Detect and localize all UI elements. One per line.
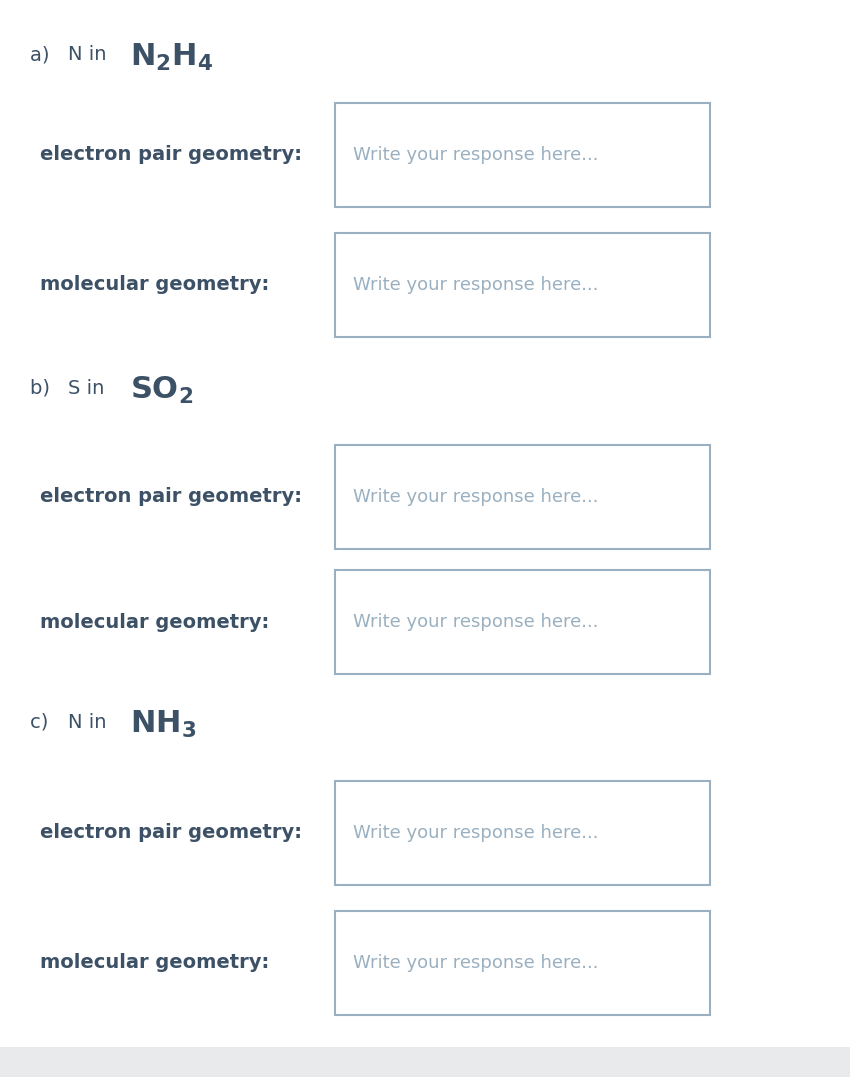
Text: Write your response here...: Write your response here... [353, 146, 598, 164]
Text: electron pair geometry:: electron pair geometry: [40, 488, 302, 506]
Text: Write your response here...: Write your response here... [353, 613, 598, 631]
Text: c): c) [30, 713, 54, 731]
Text: electron pair geometry:: electron pair geometry: [40, 145, 302, 165]
Text: N in: N in [68, 45, 113, 65]
Text: molecular geometry:: molecular geometry: [40, 613, 269, 631]
Text: a): a) [30, 45, 56, 65]
Bar [335, 233, 710, 337]
Text: b): b) [30, 378, 56, 397]
Text: S in: S in [68, 378, 110, 397]
Text: Write your response here...: Write your response here... [353, 488, 598, 506]
Text: molecular geometry:: molecular geometry: [40, 276, 269, 294]
Text: $\mathbf{N_2H_4}$: $\mathbf{N_2H_4}$ [130, 41, 213, 72]
Bar [335, 103, 710, 207]
Bar [335, 911, 710, 1015]
Text: electron pair geometry:: electron pair geometry: [40, 824, 302, 842]
Text: $\mathbf{SO_2}$: $\mathbf{SO_2}$ [130, 375, 193, 406]
Text: Write your response here...: Write your response here... [353, 276, 598, 294]
Text: N in: N in [68, 713, 113, 731]
Bar [335, 570, 710, 674]
Text: Write your response here...: Write your response here... [353, 954, 598, 973]
Text: $\mathbf{NH_3}$: $\mathbf{NH_3}$ [130, 709, 196, 740]
Text: molecular geometry:: molecular geometry: [40, 953, 269, 973]
Bar [335, 445, 710, 549]
Text: Write your response here...: Write your response here... [353, 824, 598, 842]
Bar [335, 781, 710, 885]
Bar [0, 1047, 850, 1077]
